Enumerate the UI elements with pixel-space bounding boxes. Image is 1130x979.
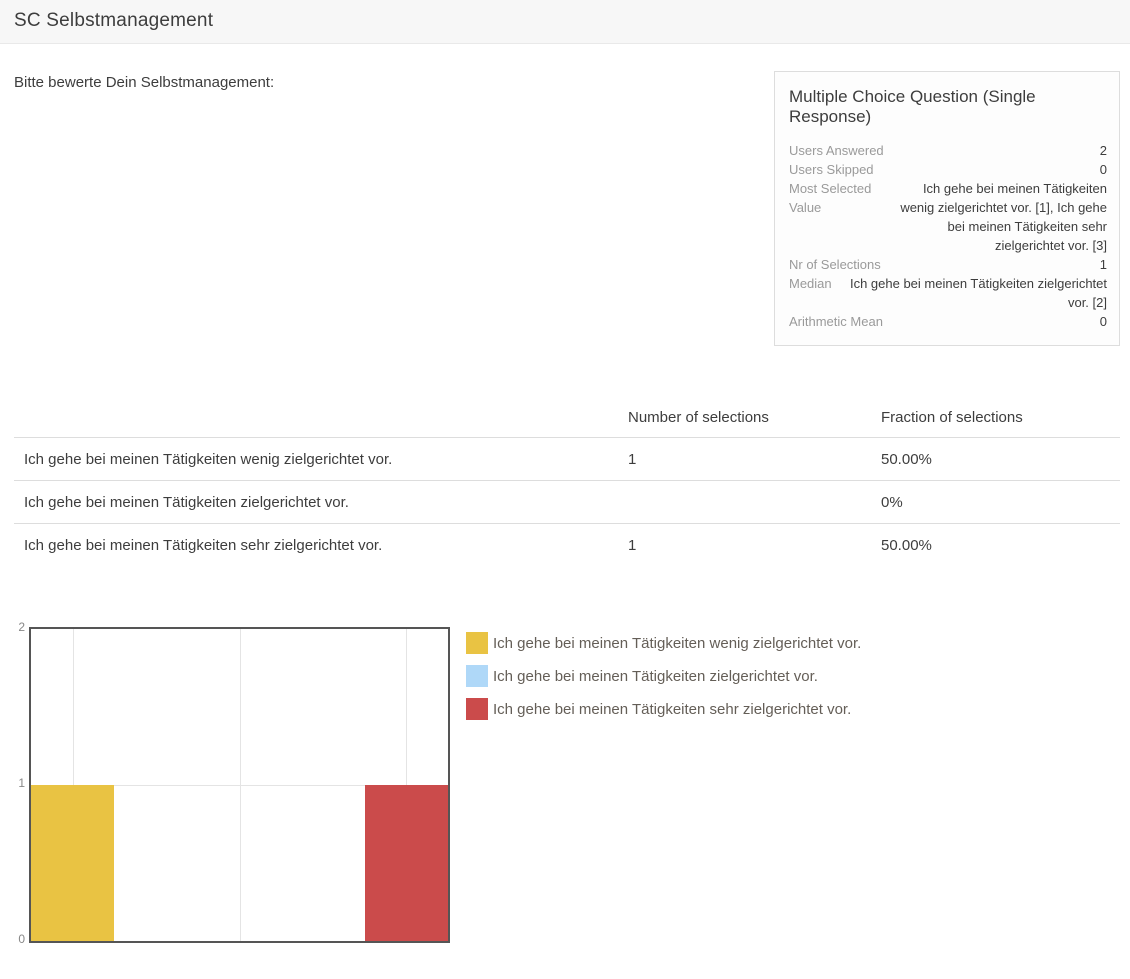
legend-item: Ich gehe bei meinen Tätigkeiten zielgeri… (466, 665, 861, 687)
table-header-fraction: Fraction of selections (881, 409, 1023, 426)
table-cell-count: 1 (628, 450, 637, 468)
table-cell-count: 1 (628, 536, 637, 554)
table-cell-fraction: 50.00% (881, 536, 932, 554)
stats-value: 2 (1099, 143, 1107, 158)
stats-value: 0 (1099, 314, 1107, 329)
page-title: SC Selbstmanagement (14, 10, 214, 31)
stats-value: Ich gehe bei meinen Tätigkeiten zielgeri… (849, 276, 1107, 310)
stats-value: Ich gehe bei meinen Tätigkeiten wenig zi… (900, 181, 1107, 253)
stats-row-arithmetic-mean: Arithmetic Mean 0 (789, 312, 1107, 331)
table-header-count: Number of selections (628, 409, 769, 426)
legend-item: Ich gehe bei meinen Tätigkeiten wenig zi… (466, 632, 861, 654)
table-row: Ich gehe bei meinen Tätigkeiten sehr zie… (14, 523, 1120, 566)
y-axis-tick-label: 0 (18, 932, 25, 946)
stats-label: Arithmetic Mean (789, 314, 883, 329)
stats-panel-title: Multiple Choice Question (Single Respons… (789, 87, 1036, 126)
legend-swatch-icon (466, 665, 488, 687)
horizontal-gridline (31, 785, 448, 786)
legend-swatch-icon (466, 632, 488, 654)
stats-value: 1 (1099, 257, 1107, 272)
page-header: SC Selbstmanagement (0, 0, 1130, 44)
stats-label: Nr of Selections (789, 257, 881, 272)
y-axis-tick-label: 1 (18, 776, 25, 790)
bar-sehr-zielgerichtet (364, 785, 448, 941)
table-row: Ich gehe bei meinen Tätigkeiten zielgeri… (14, 480, 1120, 523)
table-cell-option: Ich gehe bei meinen Tätigkeiten zielgeri… (24, 493, 349, 511)
stats-row-most-selected-value: Most Selected Value Ich gehe bei meinen … (789, 179, 1107, 255)
bar-wenig-zielgerichtet (31, 785, 115, 941)
chart-legend: Ich gehe bei meinen Tätigkeiten wenig zi… (466, 632, 861, 731)
legend-label: Ich gehe bei meinen Tätigkeiten zielgeri… (493, 667, 818, 685)
legend-label: Ich gehe bei meinen Tätigkeiten sehr zie… (493, 700, 852, 718)
stats-label: Users Skipped (789, 162, 874, 177)
stats-row-median: Median Ich gehe bei meinen Tätigkeiten z… (789, 274, 1107, 312)
table-header-row: Number of selections Fraction of selecti… (14, 398, 1120, 437)
bar-chart-plot-area (29, 627, 450, 943)
table-cell-fraction: 0% (881, 493, 903, 511)
stats-row-users-answered: Users Answered 2 (789, 141, 1107, 160)
stats-label: Most Selected Value (789, 181, 872, 215)
question-text: Bitte bewerte Dein Selbstmanagement: (14, 74, 275, 91)
stats-label: Median (789, 276, 832, 291)
table-cell-option: Ich gehe bei meinen Tätigkeiten wenig zi… (24, 450, 393, 468)
legend-item: Ich gehe bei meinen Tätigkeiten sehr zie… (466, 698, 861, 720)
question-stats-panel: Multiple Choice Question (Single Respons… (774, 71, 1120, 346)
stats-label: Users Answered (789, 143, 884, 158)
stats-row-users-skipped: Users Skipped 0 (789, 160, 1107, 179)
legend-swatch-icon (466, 698, 488, 720)
stats-value: 0 (1099, 162, 1107, 177)
table-cell-fraction: 50.00% (881, 450, 932, 468)
stats-row-nr-of-selections: Nr of Selections 1 (789, 255, 1107, 274)
y-axis-tick-label: 2 (18, 620, 25, 634)
legend-label: Ich gehe bei meinen Tätigkeiten wenig zi… (493, 634, 862, 652)
table-row: Ich gehe bei meinen Tätigkeiten wenig zi… (14, 437, 1120, 480)
results-table: Number of selections Fraction of selecti… (14, 398, 1120, 566)
table-cell-option: Ich gehe bei meinen Tätigkeiten sehr zie… (24, 536, 383, 554)
